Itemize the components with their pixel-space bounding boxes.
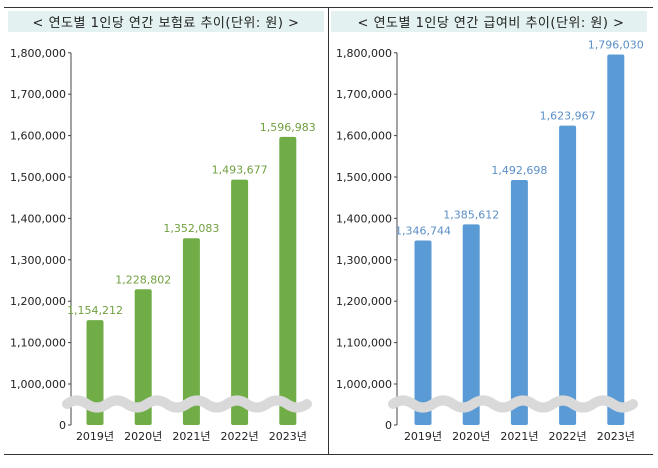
y-tick-label: 1,200,000 bbox=[10, 295, 66, 308]
data-label: 1,796,030 bbox=[588, 38, 644, 51]
benefit-cost-chart: < 연도별 1인당 연간 급여비 추이(단위: 원) > 0 1,000,000 1,… bbox=[331, 11, 647, 443]
y-tick-label: 1,100,000 bbox=[10, 337, 66, 350]
chart-container: < 연도별 1인당 연간 보험료 추이(단위: 원) > 0 1,000,000 1,… bbox=[4, 7, 653, 455]
bar-2021년 bbox=[182, 238, 200, 425]
y-tick-label: 1,700,000 bbox=[10, 88, 66, 101]
x-tick-label: 2023년 bbox=[269, 430, 307, 443]
data-label: 1,346,744 bbox=[395, 224, 451, 237]
data-label: 1,623,967 bbox=[540, 110, 596, 123]
axis-break-wave bbox=[62, 395, 312, 413]
x-tick-label: 2021년 bbox=[500, 430, 538, 443]
x-tick-label: 2019년 bbox=[404, 430, 442, 443]
y-tick-label: 1,500,000 bbox=[10, 171, 66, 184]
x-tick-label: 2023년 bbox=[597, 430, 635, 443]
y-tick-label: 1,600,000 bbox=[10, 130, 66, 143]
y-tick-label: 1,000,000 bbox=[10, 378, 66, 391]
bar-2021년 bbox=[510, 180, 528, 425]
chart-title: < 연도별 1인당 연간 보험료 추이(단위: 원) > bbox=[33, 16, 300, 31]
x-tick-label: 2022년 bbox=[549, 430, 587, 443]
data-label: 1,385,612 bbox=[443, 208, 499, 221]
x-tick-label: 2020년 bbox=[124, 430, 162, 443]
bar-2020년 bbox=[134, 289, 152, 425]
bar-2020년 bbox=[462, 224, 480, 425]
y-tick-label: 0 bbox=[59, 419, 66, 432]
data-label: 1,352,083 bbox=[163, 222, 219, 235]
y-tick-label: 1,100,000 bbox=[336, 337, 392, 350]
bar-2019년 bbox=[86, 320, 104, 425]
bar-2023년 bbox=[607, 54, 625, 426]
x-tick-label: 2019년 bbox=[76, 430, 114, 443]
data-label: 1,596,983 bbox=[260, 121, 316, 134]
bar-2022년 bbox=[559, 125, 577, 425]
data-label: 1,228,802 bbox=[115, 273, 171, 286]
y-tick-label: 1,400,000 bbox=[10, 212, 66, 225]
data-label: 1,493,677 bbox=[212, 164, 268, 177]
x-tick-label: 2020년 bbox=[452, 430, 490, 443]
y-tick-label: 1,000,000 bbox=[336, 378, 392, 391]
y-tick-label: 1,300,000 bbox=[10, 254, 66, 267]
axis-break-wave bbox=[388, 395, 638, 413]
title-band bbox=[331, 11, 647, 32]
bar-2019년 bbox=[414, 240, 432, 425]
y-tick-label: 0 bbox=[385, 419, 392, 432]
y-tick-label: 1,400,000 bbox=[336, 212, 392, 225]
y-tick-label: 1,200,000 bbox=[336, 295, 392, 308]
bar-2022년 bbox=[231, 179, 249, 425]
data-label: 1,154,212 bbox=[67, 304, 123, 317]
data-label: 1,492,698 bbox=[491, 164, 547, 177]
insurance-premium-chart: < 연도별 1인당 연간 보험료 추이(단위: 원) > 0 1,000,000 1,… bbox=[8, 11, 324, 443]
chart-title: < 연도별 1인당 연간 급여비 추이(단위: 원) > bbox=[358, 16, 625, 31]
title-band bbox=[8, 11, 324, 32]
y-tick-label: 1,800,000 bbox=[336, 47, 392, 60]
y-tick-label: 1,600,000 bbox=[336, 130, 392, 143]
bar-2023년 bbox=[279, 136, 297, 425]
panel-divider bbox=[328, 8, 329, 454]
x-tick-label: 2022년 bbox=[221, 430, 259, 443]
y-tick-label: 1,800,000 bbox=[10, 47, 66, 60]
y-tick-label: 1,700,000 bbox=[336, 88, 392, 101]
x-tick-label: 2021년 bbox=[172, 430, 210, 443]
y-tick-label: 1,300,000 bbox=[336, 254, 392, 267]
y-tick-label: 1,500,000 bbox=[336, 171, 392, 184]
